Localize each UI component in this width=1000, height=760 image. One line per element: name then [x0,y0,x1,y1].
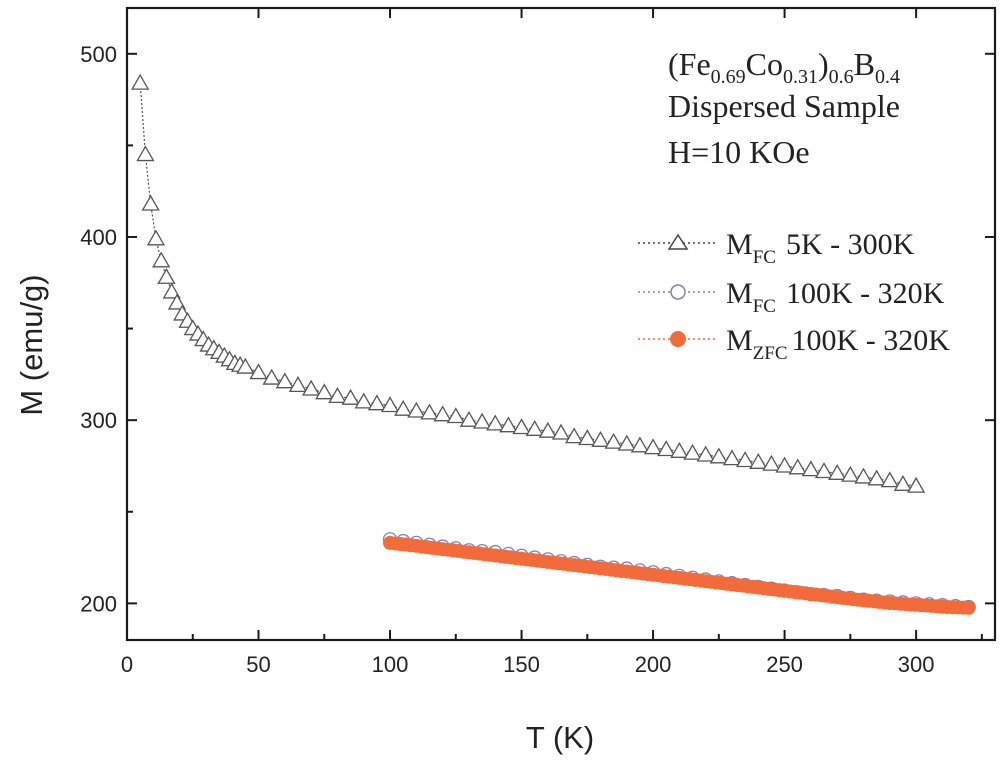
data-point [788,458,807,475]
y-axis-title: M (emu/g) [14,274,49,415]
data-point [801,460,820,477]
legend-label-zfc-100k: MZFC 100K - 320K [726,324,950,364]
x-tick-label: 150 [503,652,540,677]
data-point [670,442,689,458]
data-point [683,443,702,460]
data-point [459,410,479,427]
plot-border [125,6,997,642]
y-tick-label: 500 [80,42,117,67]
series-layer [131,73,976,615]
data-point [162,282,181,299]
data-point [961,600,976,615]
data-point [315,383,334,400]
data-point [525,420,544,436]
data-point [604,432,623,449]
legend: MFC 5K - 300K MFC 100K - 320K MZFC 100K - 3… [638,228,950,364]
plot-frame [125,6,997,642]
x-tick-label: 300 [898,652,935,677]
data-point [341,388,360,405]
data-point [141,194,160,211]
data-point [828,463,847,480]
data-point [302,379,321,396]
x-axis-title: T (K) [526,720,594,755]
data-point [499,416,518,433]
data-point [328,387,347,404]
data-point [407,401,426,418]
data-point [762,454,781,471]
y-tick-label: 400 [80,225,117,250]
data-point [157,267,176,284]
data-point [152,251,171,268]
data-point [446,407,465,424]
data-point [880,471,899,488]
data-point [722,449,742,466]
data-point [617,434,636,451]
data-point [565,427,584,444]
data-point [643,438,663,455]
data-point [249,363,268,380]
y-tick-label: 300 [80,408,117,433]
data-point [551,423,571,440]
data-point [146,229,166,246]
data-point [167,293,187,310]
data-point [380,396,400,413]
legend-label-fc-5k: MFC 5K - 300K [726,228,915,268]
data-point [841,465,860,482]
y-tick-label: 200 [80,591,117,616]
data-point [736,451,755,468]
data-point [131,73,150,90]
data-point [696,445,715,462]
data-point [486,414,505,431]
data-point [538,421,557,438]
data-point [472,412,492,429]
data-point [814,462,834,479]
data-point [657,440,676,457]
data-point [275,372,294,389]
data-point [854,467,873,484]
annotation-field: H=10 KOe [668,134,810,170]
series-2 [383,535,976,615]
data-point [749,452,768,469]
data-point [288,376,308,393]
data-point [630,436,650,453]
x-tick-label: 100 [372,652,409,677]
annotation-formula: (Fe0.69Co0.31)0.6B0.4 [668,46,900,88]
data-point [136,145,155,162]
legend-marker-zfc-100k [670,331,686,347]
data-point [578,429,597,446]
data-point [420,403,439,420]
legend-marker-fc-100k [670,284,686,300]
data-point [775,456,794,473]
data-point [709,447,728,464]
x-tick-label: 0 [121,652,133,677]
series-0 [131,73,926,493]
data-point [367,394,386,411]
data-point [867,469,886,486]
legend-label-fc-100k: MFC 100K - 320K [726,277,945,317]
x-tick-label: 250 [766,652,803,677]
data-point [591,431,610,447]
legend-marker-fc-5k [667,233,689,250]
x-tick-label: 50 [246,652,270,677]
data-point [394,399,413,416]
axis-ticks: 0 50 100 150 200 250 300 200 300 400 500 [80,8,995,677]
data-point [433,405,452,422]
data-point [236,357,255,374]
x-tick-label: 200 [635,652,672,677]
data-point [906,476,926,493]
data-point [262,368,281,385]
annotation-sample: Dispersed Sample [668,88,900,124]
data-point [354,392,373,409]
data-point [893,474,913,491]
data-point [512,418,531,435]
